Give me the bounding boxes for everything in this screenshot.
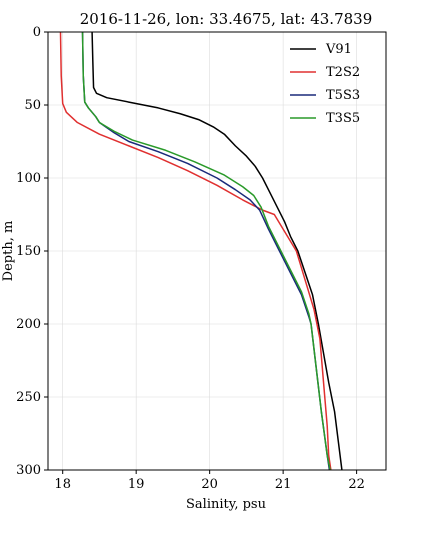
legend-label-t5s3: T5S3 (326, 88, 360, 103)
series-line-v91 (91, 31, 343, 471)
y-tick-label: 50 (24, 98, 41, 113)
legend: V91 T2S2 T5S3 T3S5 (290, 42, 360, 126)
legend-label-t2s2: T2S2 (326, 65, 360, 80)
x-axis-title: Salinity, psu (186, 497, 266, 512)
y-tick-label: 0 (33, 25, 41, 40)
x-tick-label: 18 (54, 477, 71, 492)
y-tick-label: 100 (16, 171, 41, 186)
y-tick-label: 200 (16, 317, 41, 332)
series-line-t3s5 (81, 31, 331, 471)
series-layer (59, 31, 343, 471)
y-tick-label: 250 (16, 390, 41, 405)
x-tick-label: 19 (128, 477, 145, 492)
x-tick-label: 20 (201, 477, 218, 492)
y-axis-title: Depth, m (1, 221, 16, 282)
chart-title: 2016-11-26, lon: 33.4675, lat: 43.7839 (80, 10, 373, 28)
series-line-t2s2 (59, 31, 332, 471)
tick-layer: 18 19 20 21 22 0 50 100 150 200 250 300 (16, 25, 365, 492)
x-tick-label: 22 (348, 477, 365, 492)
legend-label-v91: V91 (325, 42, 352, 57)
legend-label-t3s5: T3S5 (326, 111, 360, 126)
y-tick-label: 300 (16, 463, 41, 478)
x-tick-label: 21 (275, 477, 292, 492)
y-tick-label: 150 (16, 244, 41, 259)
